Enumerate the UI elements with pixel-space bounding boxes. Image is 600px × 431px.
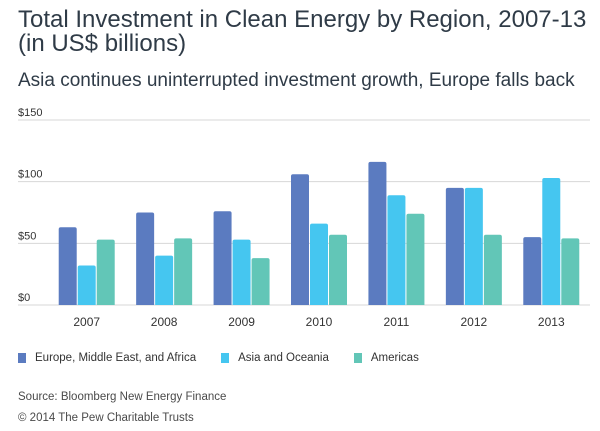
bar-emea-2013 xyxy=(523,237,542,305)
legend-swatch-emea xyxy=(18,353,26,363)
x-tick-label: 2009 xyxy=(228,315,255,329)
chart-title: Total Investment in Clean Energy by Regi… xyxy=(18,6,587,57)
source-note: Source: Bloomberg New Energy Finance xyxy=(18,391,227,403)
bar-americas-2012 xyxy=(483,234,502,305)
bar-marks xyxy=(58,161,580,305)
bar-chart: $0$50$100$150 2007 2008 2009 2010 2011 2012 20… xyxy=(18,108,590,329)
x-tick-label: 2011 xyxy=(384,315,410,329)
x-axis-labels: 2007 2008 2009 2010 2011 2012 2013 xyxy=(73,315,565,329)
y-tick-label: $100 xyxy=(18,169,42,181)
x-tick-label: 2012 xyxy=(461,315,488,329)
bar-asia-2012 xyxy=(464,187,483,305)
x-tick-label: 2007 xyxy=(73,315,100,329)
bar-americas-2010 xyxy=(329,234,347,305)
y-tick-label: $0 xyxy=(18,292,30,304)
bar-americas-2009 xyxy=(251,258,270,305)
bar-asia-2009 xyxy=(232,239,251,305)
bar-emea-2007 xyxy=(58,227,77,305)
legend-item-emea: Europe, Middle East, and Africa xyxy=(18,352,196,364)
chart-subtitle: Asia continues uninterrupted investment … xyxy=(18,70,575,91)
bar-asia-2008 xyxy=(155,255,174,305)
legend-label-americas: Americas xyxy=(370,352,419,364)
legend: Europe, Middle East, and Africa Asia and… xyxy=(18,352,444,364)
copyright-note: © 2014 The Pew Charitable Trusts xyxy=(18,412,194,424)
bar-emea-2010 xyxy=(291,174,309,305)
bar-asia-2013 xyxy=(542,177,561,305)
y-tick-label: $50 xyxy=(18,230,36,242)
x-tick-label: 2008 xyxy=(151,315,178,329)
bar-asia-2007 xyxy=(77,265,96,305)
bar-asia-2010 xyxy=(310,223,328,305)
legend-item-asia: Asia and Oceania xyxy=(221,352,329,364)
bar-americas-2011 xyxy=(406,213,425,305)
bar-emea-2008 xyxy=(136,212,155,305)
x-tick-label: 2013 xyxy=(538,315,565,329)
y-tick-label: $150 xyxy=(18,108,42,119)
legend-swatch-americas xyxy=(353,353,362,363)
bar-americas-2007 xyxy=(96,239,115,305)
legend-swatch-asia xyxy=(221,353,230,363)
bar-americas-2008 xyxy=(174,238,193,305)
legend-item-americas: Americas xyxy=(353,352,419,364)
bar-americas-2013 xyxy=(561,238,580,305)
bar-emea-2009 xyxy=(213,211,232,305)
bar-emea-2011 xyxy=(368,161,387,305)
legend-label-asia: Asia and Oceania xyxy=(238,352,329,364)
bar-emea-2012 xyxy=(445,187,464,305)
legend-label-emea: Europe, Middle East, and Africa xyxy=(35,352,197,364)
bar-asia-2011 xyxy=(387,195,406,305)
x-tick-label: 2010 xyxy=(306,315,333,329)
